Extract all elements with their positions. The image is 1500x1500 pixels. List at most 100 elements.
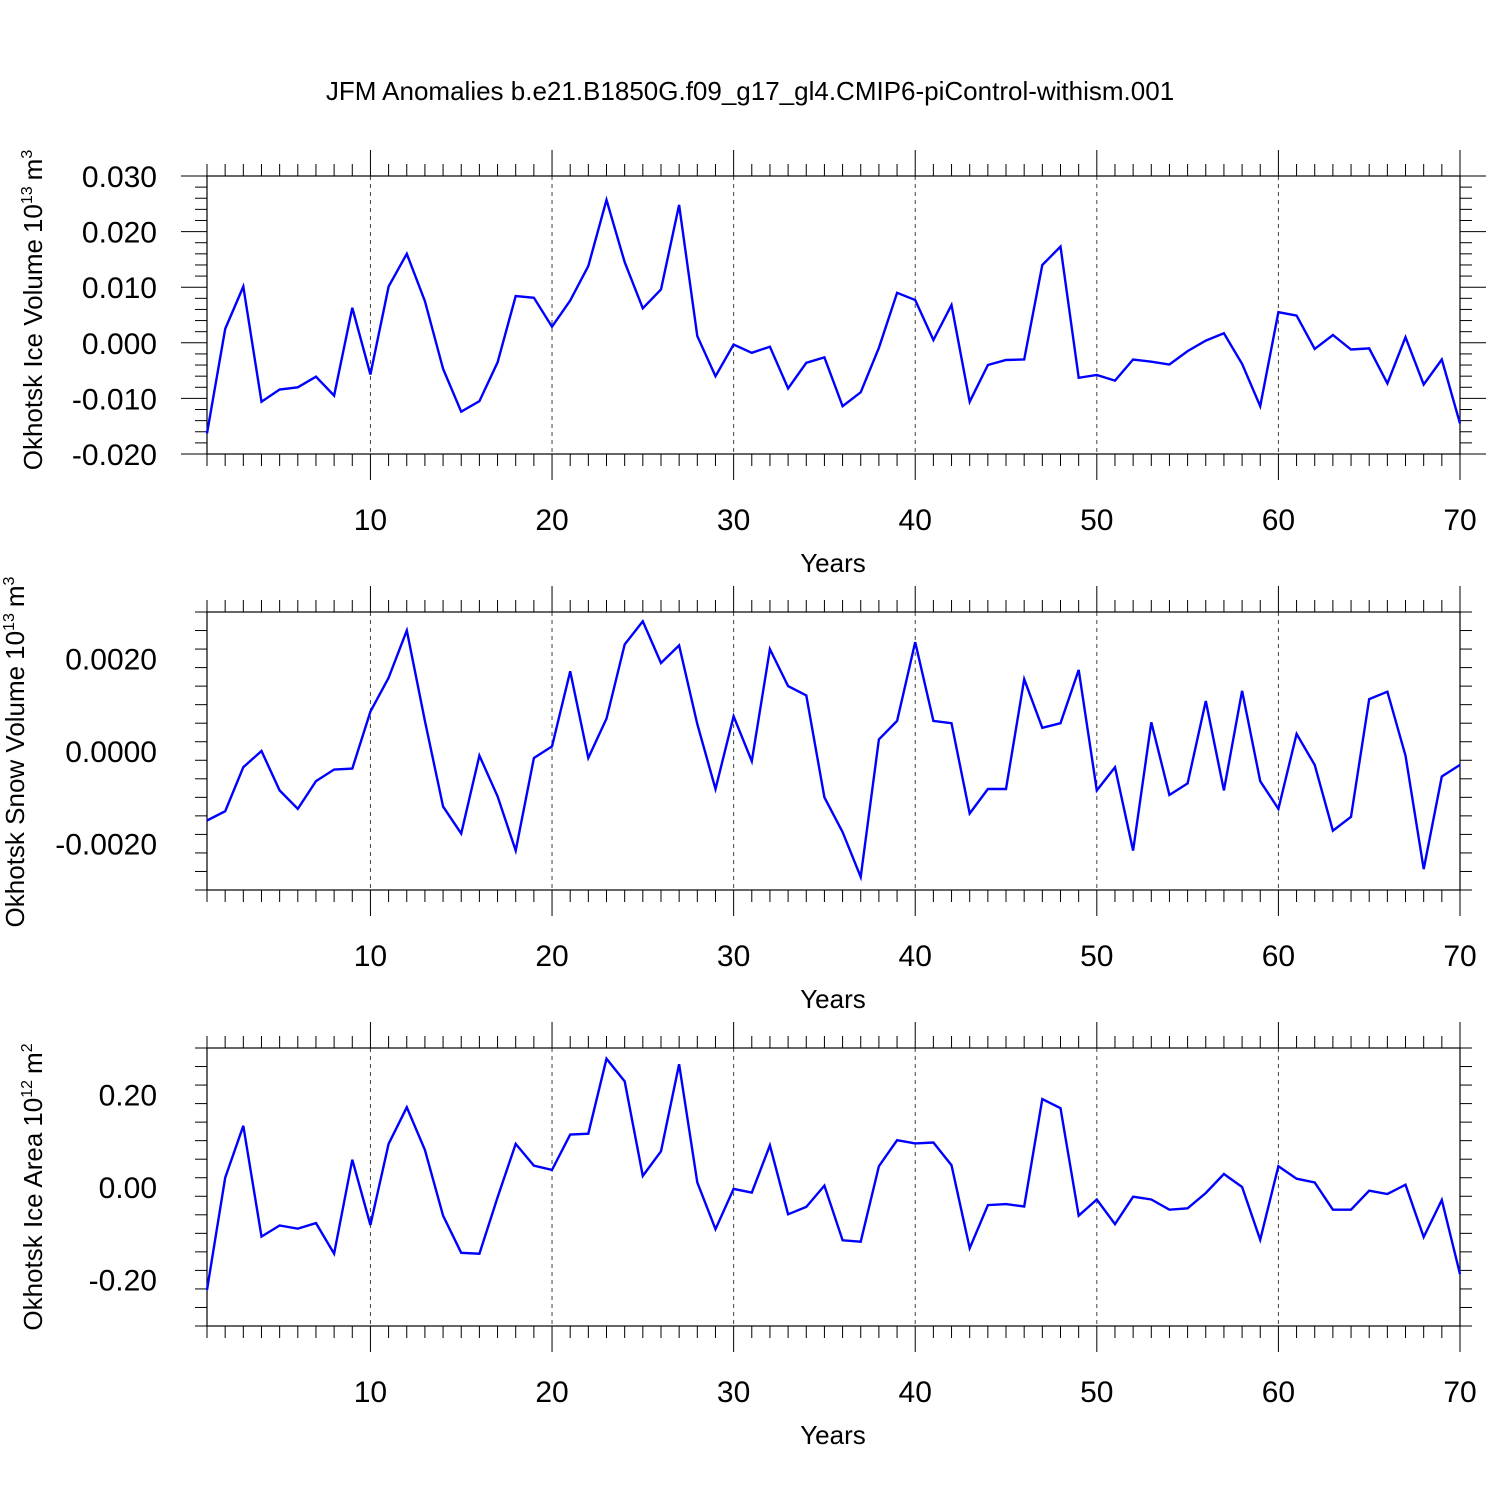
x-tick-label: 40 bbox=[899, 504, 932, 537]
data-point bbox=[368, 1223, 372, 1227]
data-point bbox=[423, 1148, 427, 1152]
data-point bbox=[259, 1235, 263, 1239]
data-point bbox=[750, 351, 754, 355]
plot-frame bbox=[206, 611, 1461, 891]
data-point bbox=[586, 756, 590, 760]
x-tick-label: 20 bbox=[535, 1376, 568, 1409]
data-point bbox=[1204, 699, 1208, 703]
x-axis-label: Years bbox=[800, 548, 866, 578]
data-point bbox=[278, 388, 282, 392]
data-point bbox=[368, 710, 372, 714]
data-point bbox=[1422, 867, 1426, 871]
y-label-part: 10 bbox=[18, 204, 48, 233]
data-point bbox=[459, 410, 463, 414]
data-point bbox=[931, 338, 935, 342]
data-point bbox=[514, 1142, 518, 1146]
y-tick-label: 0.20 bbox=[99, 1079, 157, 1112]
data-point bbox=[205, 819, 209, 823]
data-point bbox=[1404, 335, 1408, 339]
data-point bbox=[605, 198, 609, 202]
data-point bbox=[223, 327, 227, 331]
data-point bbox=[1004, 1202, 1008, 1206]
data-point bbox=[241, 765, 245, 769]
data-point bbox=[314, 375, 318, 379]
data-point bbox=[877, 737, 881, 741]
data-point bbox=[405, 1105, 409, 1109]
x-tick-label: 50 bbox=[1080, 1376, 1113, 1409]
y-tick-label: 0.020 bbox=[82, 217, 157, 250]
y-tick-label: 0.030 bbox=[82, 161, 157, 194]
data-point bbox=[259, 749, 263, 753]
data-point bbox=[205, 431, 209, 435]
data-point bbox=[1385, 690, 1389, 694]
data-point bbox=[713, 1227, 717, 1231]
x-tick-label: 70 bbox=[1443, 1376, 1476, 1409]
data-point bbox=[1313, 763, 1317, 767]
data-point bbox=[1167, 362, 1171, 366]
data-point bbox=[1331, 1208, 1335, 1212]
data-point bbox=[913, 640, 917, 644]
y-tick-label: -0.0020 bbox=[55, 829, 157, 862]
data-point bbox=[477, 754, 481, 758]
data-point bbox=[1422, 383, 1426, 387]
data-point bbox=[1276, 807, 1280, 811]
data-point bbox=[1331, 829, 1335, 833]
data-point bbox=[968, 812, 972, 816]
data-point bbox=[1167, 1208, 1171, 1212]
x-tick-label: 30 bbox=[717, 504, 750, 537]
data-point bbox=[496, 794, 500, 798]
data-point bbox=[296, 807, 300, 811]
y-unit-exponent: 3 bbox=[19, 150, 36, 159]
data-point bbox=[441, 805, 445, 809]
data-point bbox=[314, 1221, 318, 1225]
data-point bbox=[405, 252, 409, 256]
data-point bbox=[877, 1164, 881, 1168]
data-point bbox=[713, 787, 717, 791]
data-point bbox=[786, 684, 790, 688]
x-tick-label: 60 bbox=[1262, 940, 1295, 973]
y-tick-label: 0.010 bbox=[82, 272, 157, 305]
chart-title: JFM Anomalies b.e21.B1850G.f09_g17_gl4.C… bbox=[326, 76, 1174, 106]
data-point bbox=[259, 400, 263, 404]
data-point bbox=[822, 1184, 826, 1188]
x-tick-label: 40 bbox=[899, 940, 932, 973]
x-tick-label: 50 bbox=[1080, 940, 1113, 973]
data-point bbox=[350, 1158, 354, 1162]
data-point bbox=[350, 767, 354, 771]
data-point bbox=[1004, 787, 1008, 791]
data-point bbox=[1258, 404, 1262, 408]
data-point bbox=[931, 719, 935, 723]
data-point bbox=[459, 831, 463, 835]
data-point bbox=[768, 345, 772, 349]
data-point bbox=[387, 1142, 391, 1146]
y-tick-label: 0.00 bbox=[99, 1172, 157, 1205]
data-point bbox=[968, 400, 972, 404]
data-point bbox=[1058, 721, 1062, 725]
data-point bbox=[841, 830, 845, 834]
data-point bbox=[1313, 347, 1317, 351]
data-point bbox=[732, 342, 736, 346]
data-point bbox=[1040, 1097, 1044, 1101]
data-point bbox=[1113, 765, 1117, 769]
y-axis-label: Okhotsk Ice Area 1012 m2 bbox=[18, 1043, 48, 1330]
x-tick-label: 70 bbox=[1443, 504, 1476, 537]
data-point bbox=[1385, 1192, 1389, 1196]
x-tick-label: 10 bbox=[354, 1376, 387, 1409]
data-point bbox=[786, 1212, 790, 1216]
x-tick-label: 20 bbox=[535, 940, 568, 973]
data-point bbox=[332, 1252, 336, 1256]
data-point bbox=[804, 1205, 808, 1209]
data-point bbox=[368, 372, 372, 376]
data-point bbox=[768, 647, 772, 651]
data-point bbox=[223, 1176, 227, 1180]
data-point bbox=[1404, 1183, 1408, 1187]
data-point bbox=[1422, 1235, 1426, 1239]
data-point bbox=[332, 394, 336, 398]
data-point bbox=[968, 1246, 972, 1250]
data-point bbox=[950, 1163, 954, 1167]
y-unit-exponent: 13 bbox=[19, 186, 36, 204]
data-point bbox=[859, 390, 863, 394]
data-point bbox=[514, 294, 518, 298]
data-point bbox=[623, 260, 627, 264]
data-point bbox=[1440, 1198, 1444, 1202]
